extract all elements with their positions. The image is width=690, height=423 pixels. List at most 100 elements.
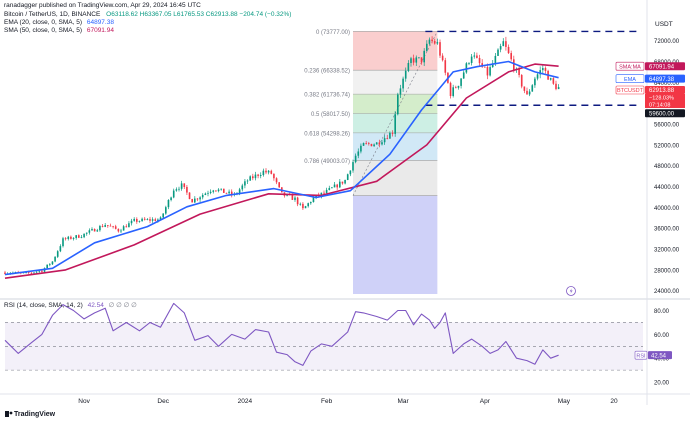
candle [502,38,505,47]
candle-body [441,55,444,61]
candle-body [133,218,135,221]
fibonacci-retracement[interactable]: 0 (73777.00) 0.236 (66338.52) 0.382 (61736… [304,30,438,294]
candle-body [172,190,175,198]
candle [56,250,59,259]
candle [531,84,534,92]
candle-body [497,49,499,56]
candle [114,224,117,230]
time-axis[interactable]: Nov Dec 2024 Feb Mar Apr May 20 [78,398,618,405]
candle-body [299,203,302,205]
price-tag-value-box [645,85,685,94]
rsi-tag-label: RSI [636,353,646,359]
candle [146,218,149,221]
candle-body [267,170,270,173]
candle [133,217,135,222]
candle-body [528,91,531,95]
candle-body [215,190,217,192]
candle-body [481,63,483,67]
candle-body [476,55,478,58]
candle-body [386,138,389,139]
candle [478,54,481,67]
candle-body [252,176,254,179]
candle [194,196,196,203]
candle [407,60,410,73]
price-tag-extra-box [645,100,685,108]
candle-body [228,191,230,194]
horizontal-support-resistance-lines[interactable] [425,30,640,106]
currency-label[interactable]: USDT [655,21,673,28]
candle-body [273,173,275,179]
candle [196,198,199,202]
candle [436,38,439,45]
candle [125,224,128,228]
ema-legend-label: EMA (20, close, 0, SMA, 5) [4,19,83,26]
sma-legend[interactable]: SMA (50, close, 0, SMA, 5) 67091.94 [4,27,114,35]
rsi-line [4,302,559,366]
candle-body [375,142,378,145]
rsi-tag-label-box [634,350,648,360]
candle-body [491,63,494,68]
candle-body [423,50,425,63]
candle-body [468,63,470,64]
candle-body [431,39,433,42]
candle-body [328,188,331,190]
tradingview-logo-text[interactable]: TradingView [14,411,56,418]
lightning-icon-bolt [569,288,573,294]
candle [257,173,259,179]
candle-body [130,220,133,224]
candle-body [502,41,505,47]
fib-level-label-0.618: 0.618 (54298.26) [304,131,350,137]
candle [542,64,544,75]
candle [307,202,309,208]
candle [526,87,528,95]
candle [278,181,280,189]
candle [112,225,114,229]
rsi-axis[interactable]: 20.00 40.00 60.00 80.00 RSI 42.54 [634,309,672,387]
rsi-legend[interactable]: RSI (14, close, SMA, 14, 2) 42.54 ∅ ∅ ∅ … [4,302,137,310]
candle-body [539,70,541,75]
ema-legend[interactable]: EMA (20, close, 0, SMA, 5) 64897.38 [4,19,114,27]
candle-body [62,238,64,247]
candle-body [394,114,396,134]
candle-body [109,225,112,227]
candle [336,183,338,190]
sma-50-line [4,63,559,279]
candle-body [196,198,199,200]
candle-body [534,78,536,86]
candle-body [249,176,251,181]
fib-level-label-0.5: 0.5 (58017.50) [311,112,350,118]
candle [528,89,531,97]
candle [365,140,367,145]
candle [96,228,99,232]
candle [378,139,381,148]
candle-body [402,78,404,89]
symbol-title: Bitcoin / TetherUS, 1D, BINANCE [4,11,101,18]
tradingview-logo-icon [5,411,13,417]
candle [426,40,428,52]
rsi-legend-extra: ∅ ∅ ∅ ∅ [108,302,137,309]
candle-body [352,162,354,171]
candle [85,232,88,236]
candle-body [262,170,265,176]
candle-body [80,237,83,238]
candle-body [151,219,154,221]
candle-body [33,272,35,274]
candle [204,192,207,196]
candle-body [83,233,85,238]
candle [383,135,386,145]
candle-body [357,151,360,156]
candle [523,86,526,94]
price-tick-label: 72000.00 [654,39,680,45]
candle [455,85,457,89]
candle-body [465,63,468,73]
candle-body [397,94,399,115]
candle [215,190,217,192]
candle [465,62,468,74]
candle [486,63,489,80]
rsi-tag-value-box [648,351,672,360]
candle-body [531,85,534,92]
candle-body [341,181,344,184]
candle-body [360,145,362,152]
candle [549,77,552,81]
